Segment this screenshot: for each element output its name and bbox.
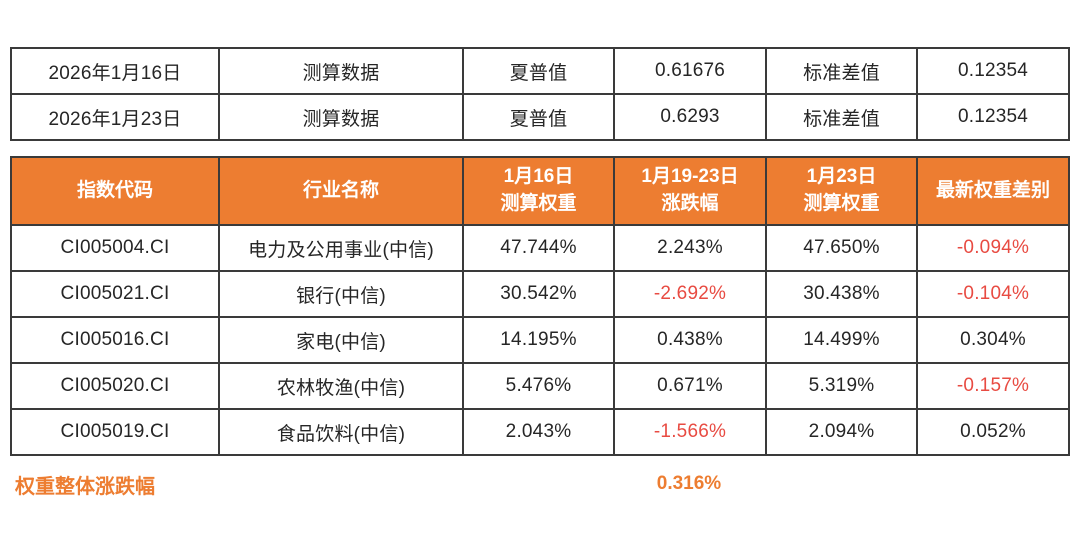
column-header-index-code: 指数代码 [10,156,220,226]
index-code-cell: CI005004.CI [10,224,220,272]
column-header-industry-name: 行业名称 [218,156,464,226]
totals-value: 0.316% [656,473,722,494]
header-line: 测算权重 [803,193,880,214]
weight-diff-cell: -0.104% [916,270,1070,318]
index-code-cell: CI005019.CI [10,408,220,456]
weight-diff-cell: 0.304% [916,316,1070,364]
summary-table: 2026年1月16日 测算数据 夏普值 0.61676 标准差值 0.12354… [10,47,1070,141]
header-line: 1月23日 [806,166,877,188]
totals-row: 权重整体涨跌幅 0.316% [10,468,1068,500]
jan23-weight-cell: 47.650% [765,224,918,272]
column-header-change: 1月19-23日 涨跌幅 [613,156,767,226]
jan16-weight-cell: 30.542% [462,270,615,318]
index-code-cell: CI005016.CI [10,316,220,364]
sharpe-value-cell: 0.6293 [613,93,767,141]
weight-diff-cell: -0.157% [916,362,1070,410]
stddev-value-cell: 0.12354 [916,93,1070,141]
column-header-weight-diff: 最新权重差别 [916,156,1070,226]
table-row: CI005004.CI 电力及公用事业(中信) 47.744% 2.243% 4… [10,224,1070,272]
weight-diff-cell: 0.052% [916,408,1070,456]
header-line: 最新权重差别 [935,179,1050,201]
table-row: CI005019.CI 食品饮料(中信) 2.043% -1.566% 2.09… [10,408,1070,456]
table-row: CI005021.CI 银行(中信) 30.542% -2.692% 30.43… [10,270,1070,318]
header-line: 测算权重 [500,193,577,214]
table-row: CI005020.CI 农林牧渔(中信) 5.476% 0.671% 5.319… [10,362,1070,410]
index-code-cell: CI005021.CI [10,270,220,318]
weights-header-row: 指数代码 行业名称 1月16日 测算权重 1月19-23日 涨跌幅 1月23日 [10,156,1070,226]
sharpe-label-cell: 夏普值 [462,93,615,141]
header-line: 1月16日 [503,166,574,188]
weights-table: 指数代码 行业名称 1月16日 测算权重 1月19-23日 涨跌幅 1月23日 [10,156,1070,456]
table-row: CI005016.CI 家电(中信) 14.195% 0.438% 14.499… [10,316,1070,364]
header-line: 行业名称 [302,179,379,201]
industry-name-cell: 食品饮料(中信) [218,408,464,456]
stddev-label-cell: 标准差值 [765,93,918,141]
summary-row: 2026年1月23日 测算数据 夏普值 0.6293 标准差值 0.12354 [10,93,1070,141]
index-code-cell: CI005020.CI [10,362,220,410]
weight-diff-cell: -0.094% [916,224,1070,272]
data-type-cell: 测算数据 [218,47,464,95]
change-cell: 0.671% [613,362,767,410]
summary-row: 2026年1月16日 测算数据 夏普值 0.61676 标准差值 0.12354 [10,47,1070,95]
change-cell: 2.243% [613,224,767,272]
header-line: 1月19-23日 [641,166,739,188]
jan23-weight-cell: 5.319% [765,362,918,410]
jan16-weight-cell: 14.195% [462,316,615,364]
sharpe-value-cell: 0.61676 [613,47,767,95]
stddev-label-cell: 标准差值 [765,47,918,95]
change-cell: -1.566% [613,408,767,456]
date-cell: 2026年1月23日 [10,93,220,141]
date-cell: 2026年1月16日 [10,47,220,95]
jan16-weight-cell: 2.043% [462,408,615,456]
industry-name-cell: 银行(中信) [218,270,464,318]
stddev-value-cell: 0.12354 [916,47,1070,95]
jan16-weight-cell: 47.744% [462,224,615,272]
header-line: 涨跌幅 [661,193,719,214]
header-line: 指数代码 [76,179,153,201]
page: 2026年1月16日 测算数据 夏普值 0.61676 标准差值 0.12354… [0,47,1080,547]
totals-label: 权重整体涨跌幅 [15,475,155,498]
jan23-weight-cell: 14.499% [765,316,918,364]
column-header-jan16-weight: 1月16日 测算权重 [462,156,615,226]
jan23-weight-cell: 30.438% [765,270,918,318]
industry-name-cell: 电力及公用事业(中信) [218,224,464,272]
change-cell: -2.692% [613,270,767,318]
jan23-weight-cell: 2.094% [765,408,918,456]
industry-name-cell: 家电(中信) [218,316,464,364]
change-cell: 0.438% [613,316,767,364]
data-type-cell: 测算数据 [218,93,464,141]
column-header-jan23-weight: 1月23日 测算权重 [765,156,918,226]
jan16-weight-cell: 5.476% [462,362,615,410]
sharpe-label-cell: 夏普值 [462,47,615,95]
industry-name-cell: 农林牧渔(中信) [218,362,464,410]
